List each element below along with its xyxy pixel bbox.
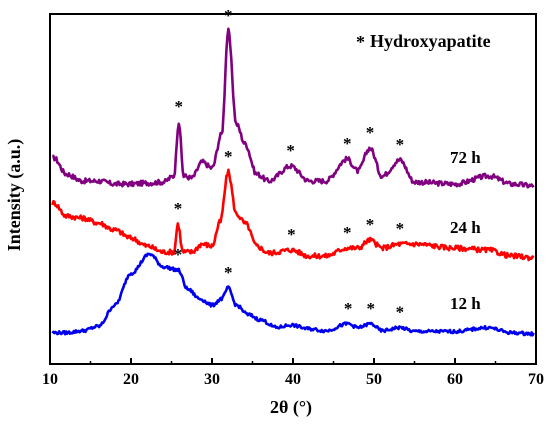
series-line-24h [51,168,535,262]
peak-marker: * [366,123,375,142]
series-label: 24 h [450,218,481,237]
series-label: 12 h [450,294,481,313]
series-label: 72 h [450,148,481,167]
peak-marker: * [366,215,375,234]
x-tick-layer: 10 20 30 40 50 60 70 [42,358,544,388]
peak-marker: * [367,299,376,318]
x-tick-label: 50 [366,371,382,388]
series-layer [51,27,535,337]
x-axis-title: 2θ (°) [270,397,312,418]
x-tick-label: 10 [42,371,58,388]
peak-marker: * [174,245,183,264]
legend: * Hydroxyapatite [356,31,491,52]
legend-marker: * [356,32,365,52]
x-tick-label: 40 [285,371,301,388]
series-label-layer: 72 h 24 h 12 h [450,148,481,313]
peak-marker: * [343,134,352,153]
peak-marker: * [396,219,405,238]
peak-marker: * [343,223,352,242]
y-axis-title: Intensity (a.u.) [4,139,25,252]
x-tick-label: 30 [204,371,220,388]
series-line-12h [51,252,535,337]
x-tick-label: 20 [123,371,139,388]
peak-marker: * [174,199,183,218]
series-line-72h [52,27,535,189]
peak-marker: * [224,263,233,282]
peak-marker: * [396,303,405,322]
peak-marker: * [396,135,405,154]
legend-label: Hydroxyapatite [370,31,491,51]
peak-marker: * [224,147,233,166]
peak-marker: * [287,225,296,244]
x-tick-label: 70 [528,371,544,388]
peak-marker: * [224,6,233,25]
x-tick-label: 60 [447,371,463,388]
marker-layer: * * * * * * * * * * * * * * * * * [174,6,404,322]
peak-marker: * [175,97,184,116]
peak-marker: * [286,141,295,160]
peak-marker: * [344,299,353,318]
